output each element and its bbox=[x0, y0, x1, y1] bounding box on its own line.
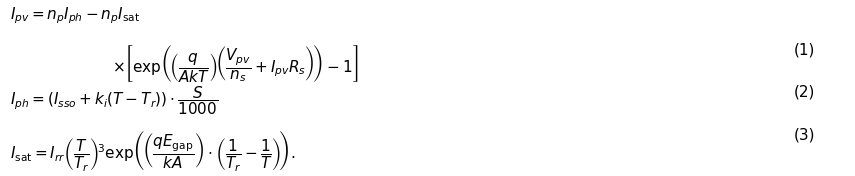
Text: (1): (1) bbox=[794, 43, 816, 58]
Text: (3): (3) bbox=[794, 128, 816, 143]
Text: $I_{\mathrm{sat}} = I_{rr}\left(\dfrac{T}{T_r}\right)^{\!3} \exp\!\left(\!\left(: $I_{\mathrm{sat}} = I_{rr}\left(\dfrac{T… bbox=[10, 128, 296, 173]
Text: (2): (2) bbox=[794, 85, 816, 100]
Text: $\times \left[\exp\!\left(\!\left(\dfrac{q}{AkT}\right)\!\left(\dfrac{V_{pv}}{n_: $\times \left[\exp\!\left(\!\left(\dfrac… bbox=[112, 43, 358, 84]
Text: $I_{pv} = n_p I_{ph} - n_p I_{\mathrm{sat}}$: $I_{pv} = n_p I_{ph} - n_p I_{\mathrm{sa… bbox=[10, 6, 140, 26]
Text: $I_{ph} = (I_{sso} + k_i(T - T_r)) \cdot \dfrac{S}{1000}$: $I_{ph} = (I_{sso} + k_i(T - T_r)) \cdot… bbox=[10, 85, 218, 117]
